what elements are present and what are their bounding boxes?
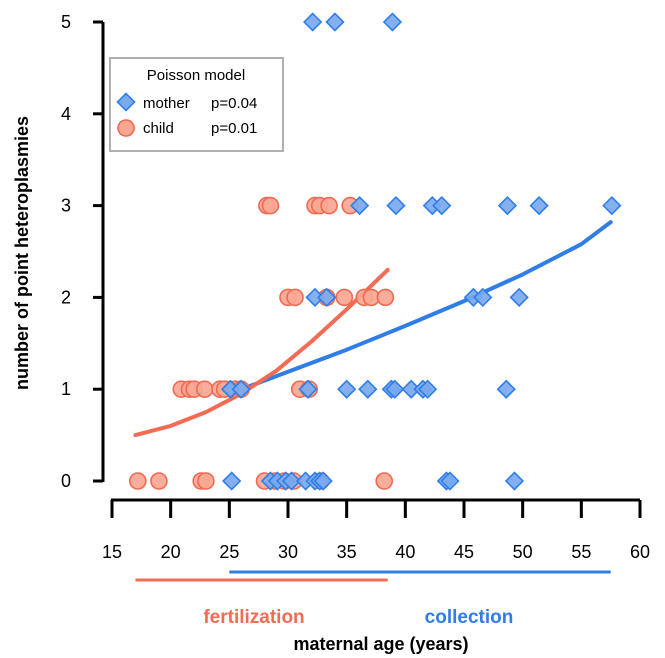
fit-lines [133, 220, 613, 438]
mother-point [313, 471, 333, 491]
x-axis-label: maternal age (years) [293, 634, 468, 654]
child-fit-line [133, 267, 390, 438]
legend-box [109, 57, 284, 152]
mother-point [418, 379, 438, 399]
legend-child-label: child [143, 120, 174, 137]
x-tick-label: 50 [513, 542, 533, 562]
mother-point [303, 12, 323, 32]
child-point [129, 472, 147, 490]
mother-point [509, 287, 529, 308]
child-point [335, 288, 354, 307]
legend-mother-label: mother [143, 95, 190, 112]
mother-point [317, 287, 337, 308]
y-tick-label: 3 [61, 196, 71, 216]
y-tick-label: 1 [61, 379, 71, 399]
x-tick-label: 25 [219, 542, 239, 562]
mother-point [504, 471, 525, 491]
axes [101, 22, 640, 502]
mother-point [325, 12, 345, 32]
mother-point [440, 471, 460, 491]
mother-point [349, 195, 370, 216]
x-tick-label: 20 [161, 542, 181, 562]
mother-point [401, 379, 421, 399]
x-tick-label: 30 [278, 542, 298, 562]
child-point [375, 472, 394, 490]
x-tick-label: 55 [571, 542, 591, 562]
legend: Poisson model mother p=0.04 child p=0.01 [109, 57, 284, 152]
mother-point [337, 379, 357, 399]
child-point [261, 196, 280, 215]
mother-point [305, 287, 325, 308]
y-tick-label: 2 [61, 287, 71, 307]
x-tick-label: 35 [337, 542, 357, 562]
mother-point [473, 287, 493, 308]
collection-range-label: collection [425, 607, 514, 628]
y-tick-label: 0 [61, 471, 71, 491]
child-point [376, 288, 395, 307]
mother-point [220, 379, 241, 399]
legend-title: Poisson model [147, 67, 245, 84]
mother-point [529, 195, 549, 216]
mother-point [432, 195, 452, 216]
mother-fit-line [227, 220, 613, 396]
x-tick-label: 15 [102, 542, 122, 562]
mother-point [496, 379, 516, 399]
legend-mother-pvalue: p=0.04 [211, 95, 257, 112]
child-point [195, 380, 214, 399]
mother-point [382, 12, 403, 32]
mother-point [385, 379, 405, 399]
child-point [286, 288, 304, 307]
fertilization-range-label: fertilization [203, 607, 304, 628]
y-tick-label: 5 [61, 12, 71, 32]
data-points [129, 12, 622, 491]
legend-child-pvalue: p=0.01 [211, 120, 257, 137]
x-tick-label: 45 [454, 542, 474, 562]
y-tick-label: 4 [61, 104, 71, 124]
y-axis-label: number of point heteroplasmies [12, 116, 32, 390]
mother-point [222, 471, 242, 491]
x-tick-label: 60 [630, 542, 650, 562]
mother-point [298, 379, 318, 399]
mother-point [602, 195, 622, 216]
legend-mother-marker [116, 92, 136, 112]
mother-point [231, 379, 251, 399]
x-tick-label: 40 [395, 542, 415, 562]
age-ranges: fertilization collection [135, 570, 611, 628]
child-point [197, 472, 215, 490]
mother-point [358, 379, 378, 399]
child-point [150, 472, 168, 490]
child-point [320, 196, 338, 215]
mother-point [497, 195, 518, 216]
mother-point [386, 195, 406, 216]
mother-point [281, 471, 302, 491]
legend-child-marker [117, 119, 135, 137]
